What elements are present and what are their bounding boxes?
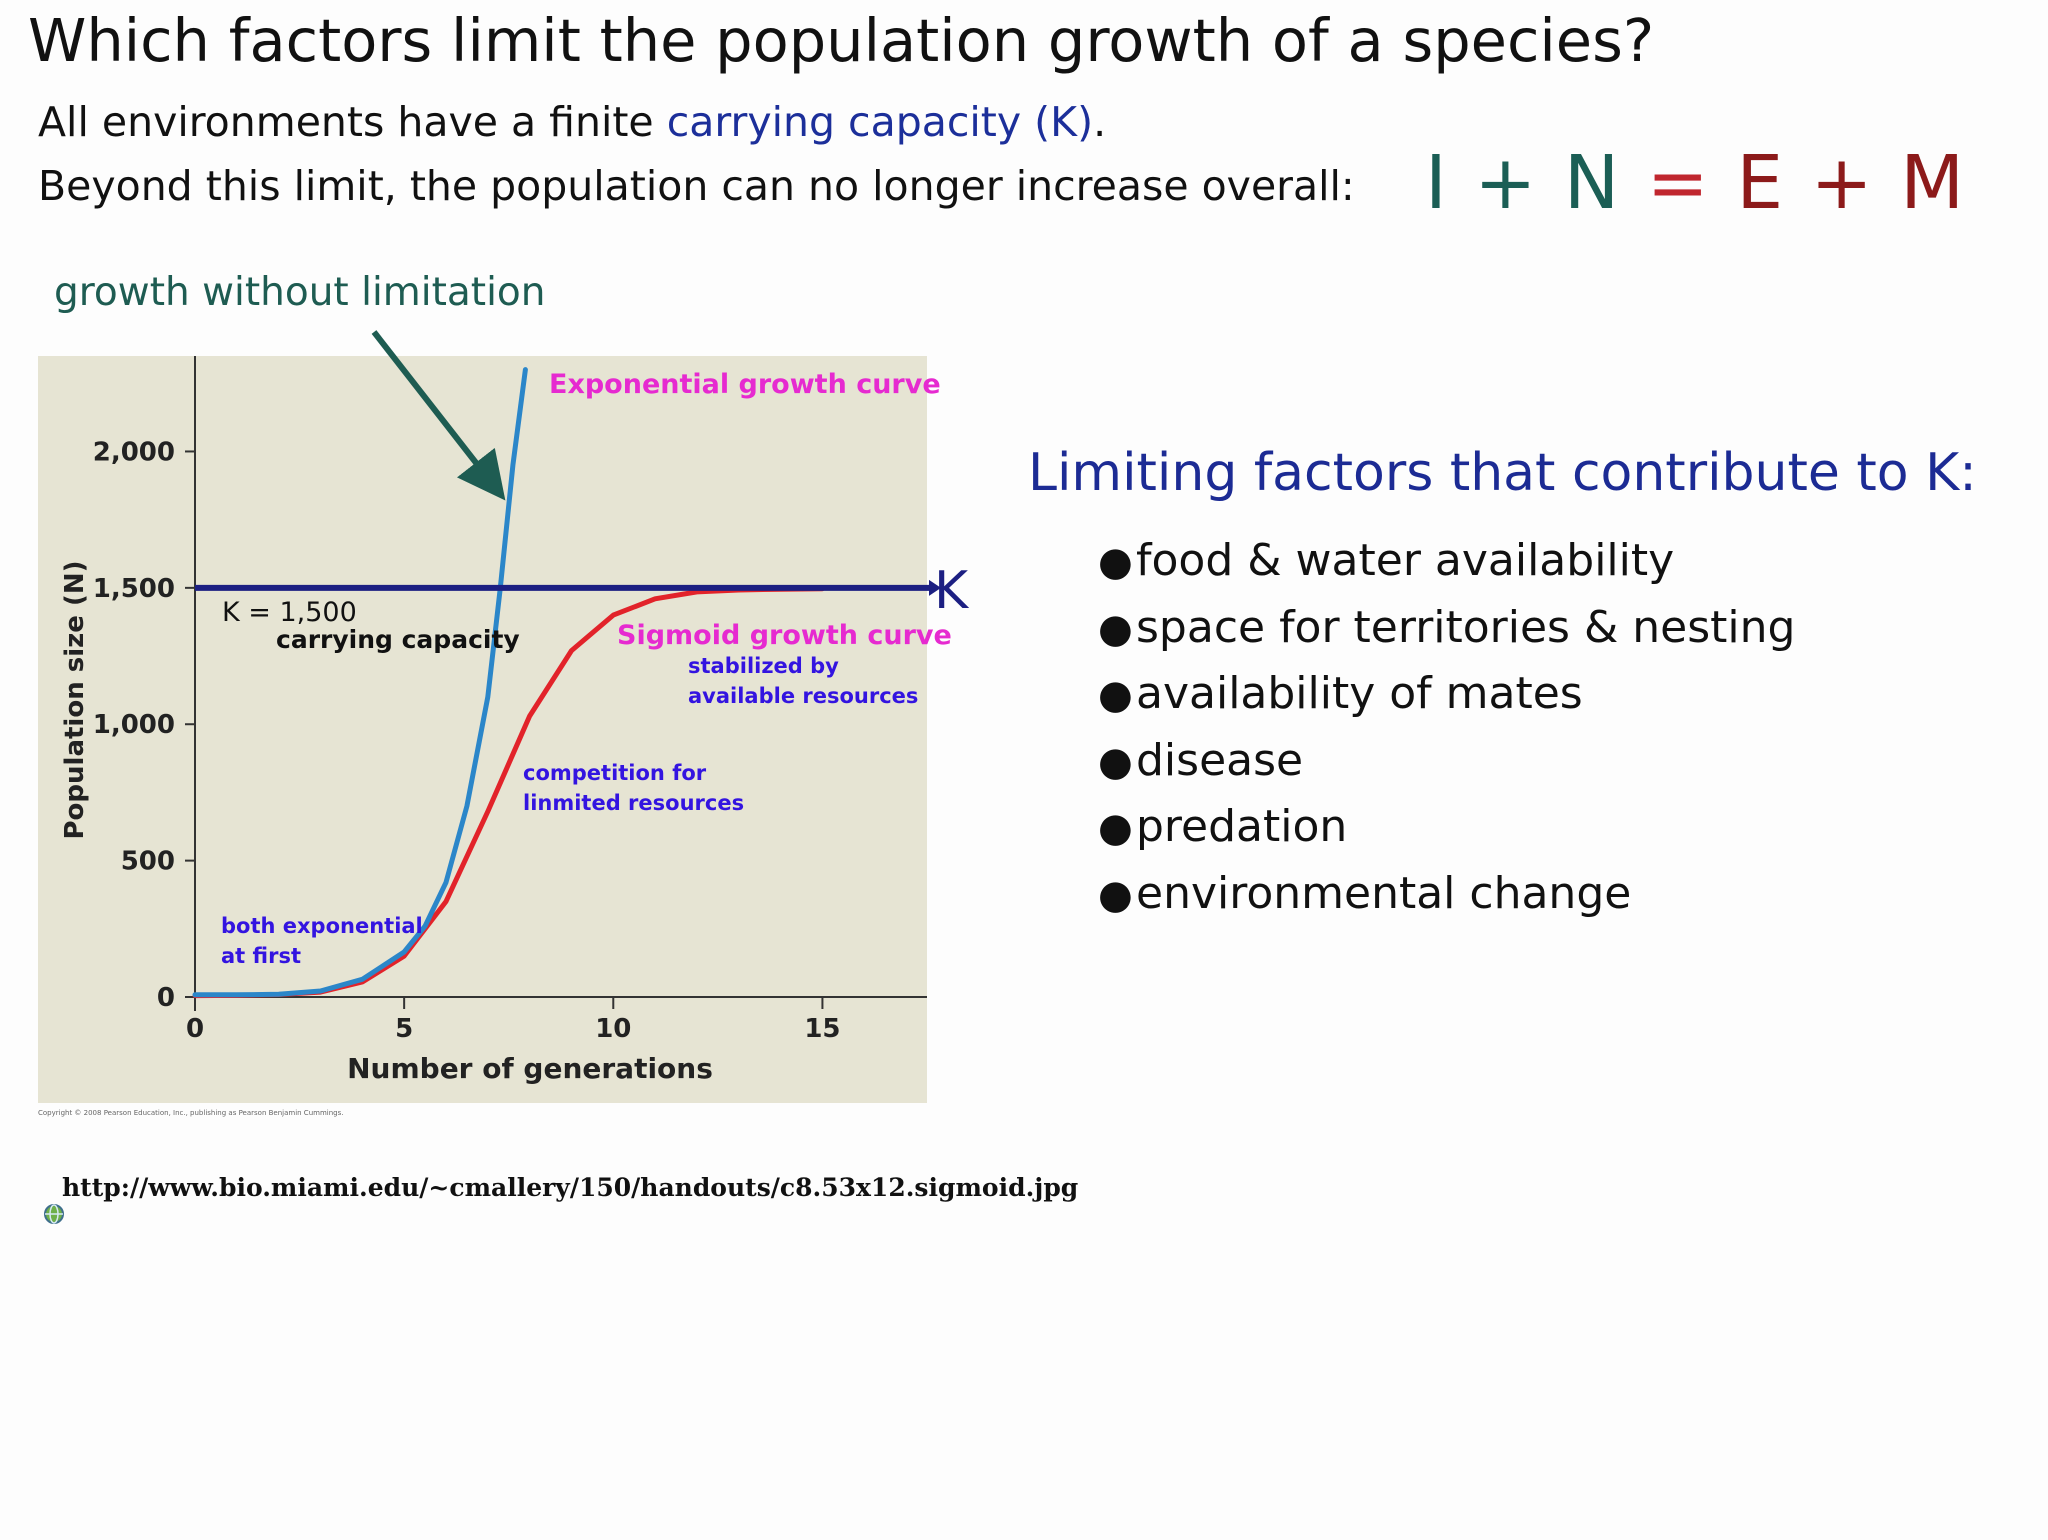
carrying-capacity-term: carrying capacity (K) bbox=[666, 98, 1094, 146]
source-url-link[interactable]: http://www.bio.miami.edu/~cmallery/150/h… bbox=[62, 1173, 1079, 1202]
both-exponential-note-line2: at first bbox=[221, 944, 301, 968]
list-item: ●predation bbox=[1098, 801, 1795, 868]
bullet-icon: ● bbox=[1098, 738, 1133, 785]
chart-axes: 0 5 10 15 0 500 1,000 1,500 2,000 bbox=[93, 356, 927, 1044]
list-item: ●environmental change bbox=[1098, 868, 1795, 935]
y-tick-label: 1,500 bbox=[93, 574, 175, 604]
sigmoid-curve-label: Sigmoid growth curve bbox=[617, 620, 952, 651]
growth-without-limitation-label: growth without limitation bbox=[54, 270, 546, 315]
factor-label: environmental change bbox=[1136, 867, 1632, 919]
list-item: ●availability of mates bbox=[1098, 668, 1795, 735]
factor-label: availability of mates bbox=[1136, 668, 1583, 719]
x-tick-label: 15 bbox=[804, 1014, 840, 1044]
list-item: ●food & water availability bbox=[1098, 535, 1795, 602]
bullet-icon: ● bbox=[1098, 672, 1133, 718]
population-equation: I + N = E + M bbox=[1425, 140, 1966, 226]
k-line-label: K bbox=[934, 561, 970, 621]
limiting-factors-title: Limiting factors that contribute to K: bbox=[1028, 443, 1977, 503]
factor-label: space for territories & nesting bbox=[1136, 601, 1796, 653]
plot-background bbox=[38, 356, 927, 1103]
x-tick-label: 0 bbox=[186, 1014, 204, 1044]
k-value-annotation: K = 1,500 bbox=[222, 597, 357, 628]
factor-label: disease bbox=[1136, 734, 1304, 786]
y-tick-label: 1,000 bbox=[93, 710, 175, 740]
bullet-icon: ● bbox=[1098, 871, 1133, 918]
competition-note-line2: linmited resources bbox=[523, 791, 744, 815]
bullet-icon: ● bbox=[1098, 805, 1133, 851]
series-layer bbox=[192, 367, 825, 999]
y-tick-label: 0 bbox=[157, 983, 175, 1013]
slide-title: Which factors limit the population growt… bbox=[28, 6, 1655, 75]
y-tick-label: 2,000 bbox=[93, 437, 175, 467]
both-exponential-note-line1: both exponential bbox=[221, 914, 423, 938]
k-caption-annotation: carrying capacity bbox=[276, 625, 520, 654]
list-item: ●disease bbox=[1098, 735, 1795, 802]
y-axis-title: Population size (N) bbox=[60, 561, 90, 840]
factor-label: food & water availability bbox=[1136, 535, 1675, 586]
limit-statement: Beyond this limit, the population can no… bbox=[38, 162, 1355, 210]
competition-note-line1: competition for bbox=[523, 761, 707, 785]
growth-arrow bbox=[371, 330, 506, 501]
x-tick-label: 10 bbox=[595, 1014, 631, 1044]
sigmoid-note-line1: stabilized by bbox=[688, 654, 839, 678]
eq-natality: N bbox=[1563, 140, 1622, 226]
y-tick-label: 500 bbox=[121, 847, 175, 877]
copyright-note: Copyright © 2008 Pearson Education, Inc.… bbox=[38, 1109, 344, 1117]
eq-plus-right: + bbox=[1810, 140, 1875, 226]
sigmoid-note-line2: available resources bbox=[688, 684, 918, 708]
carrying-capacity-statement: All environments have a finite carrying … bbox=[38, 98, 1106, 146]
eq-equals: = bbox=[1646, 140, 1711, 226]
list-item: ●space for territories & nesting bbox=[1098, 602, 1795, 669]
eq-emigration: E bbox=[1736, 140, 1786, 226]
carrying-capacity-arrowhead bbox=[929, 579, 941, 596]
globe-icon bbox=[44, 1204, 64, 1224]
statement-suffix: . bbox=[1093, 98, 1107, 146]
x-tick-label: 5 bbox=[395, 1014, 413, 1044]
eq-immigration: I bbox=[1425, 140, 1449, 226]
factor-label: predation bbox=[1136, 801, 1348, 852]
eq-mortality: M bbox=[1900, 140, 1967, 226]
carrying-capacity-layer bbox=[195, 579, 941, 596]
limiting-factors-list: ●food & water availability ●space for te… bbox=[1098, 535, 1795, 934]
statement-prefix: All environments have a finite bbox=[38, 98, 667, 146]
x-axis-title: Number of generations bbox=[347, 1052, 713, 1085]
exponential-curve-label: Exponential growth curve bbox=[549, 369, 941, 400]
exponential-growth-curve bbox=[192, 367, 528, 998]
bullet-icon: ● bbox=[1098, 605, 1133, 652]
bullet-icon: ● bbox=[1098, 539, 1133, 585]
sigmoid-growth-curve bbox=[192, 586, 825, 999]
eq-plus-left: + bbox=[1474, 140, 1539, 226]
